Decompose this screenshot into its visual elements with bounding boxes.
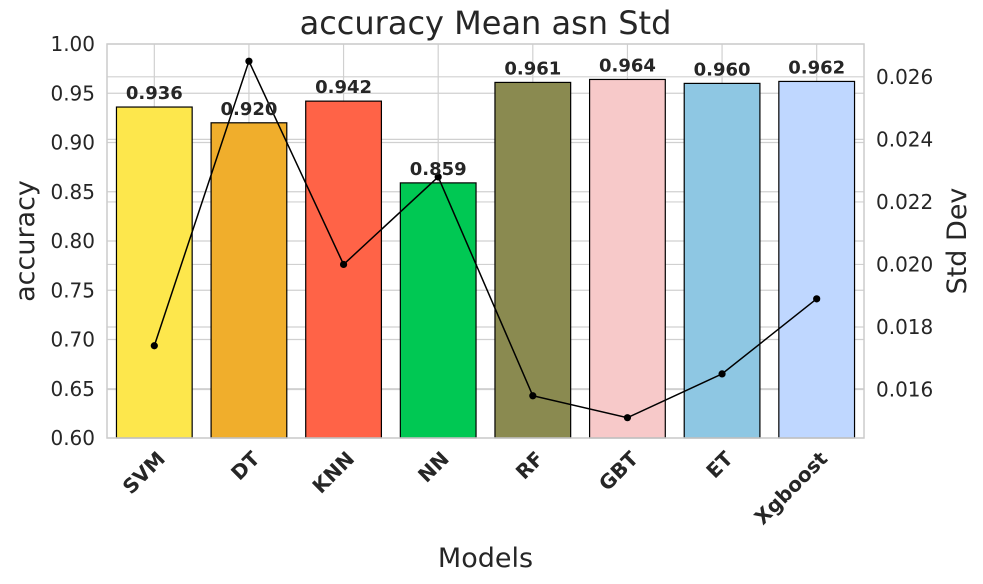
chart-title: accuracy Mean asn Std [300,4,672,42]
plot-frame [106,43,865,439]
bar-value-label: 0.920 [220,99,277,120]
bar-rf [494,81,572,439]
std-dev-point [339,260,348,269]
bar-value-label: 0.936 [126,83,183,104]
std-dev-point [245,57,253,65]
bar-knn [305,100,383,439]
std-dev-point [623,414,632,422]
bar-gbt [588,78,666,439]
std-line [150,57,821,422]
y-tick-label: 0.75 [50,278,95,302]
bar-dt [210,122,288,439]
bars [115,78,856,439]
std-dev-line [153,59,818,419]
bar-svm [115,106,193,439]
y-tick-label: 0.90 [50,131,95,155]
bar-value-label: 0.964 [599,55,656,76]
y2-axis-title: Std Dev [942,188,973,295]
bar-xgboost [778,80,856,439]
y-tick-label: 0.80 [50,229,95,253]
bar-value-label: 0.960 [694,59,751,80]
bar-et [683,82,761,439]
y2-tick-label: 0.020 [876,252,933,276]
std-dev-point [813,295,821,303]
std-dev-point [529,392,537,400]
x-axis-title: Models [438,543,533,574]
bar-value-label: 0.859 [410,159,467,180]
y2-tick-label: 0.018 [876,315,933,339]
bar-value-label: 0.962 [788,57,845,78]
y-tick-label: 0.85 [50,180,95,204]
std-dev-point [718,370,726,378]
std-dev-point [434,173,442,181]
data-labels: 0.936 0.920 0.942 0.859 0.961 0.964 0.960 0.962 [126,55,845,179]
y2-tick-label: 0.022 [876,190,933,214]
bar-nn [399,182,477,439]
y-tick-label: 1.00 [50,32,95,56]
y2-tick-label: 0.026 [876,65,933,89]
y2-tick-label: 0.016 [876,378,933,402]
y-tick-label: 0.60 [50,426,95,450]
bar-value-label: 0.961 [504,58,561,79]
y-tick-label: 0.70 [50,328,95,352]
y-axis-title: accuracy [10,180,41,302]
y-tick-label: 0.65 [50,377,95,401]
y-tick-label: 0.95 [50,81,95,105]
bar-value-label: 0.942 [315,77,372,98]
y2-tick-label: 0.024 [876,127,933,151]
std-dev-point [150,342,158,350]
